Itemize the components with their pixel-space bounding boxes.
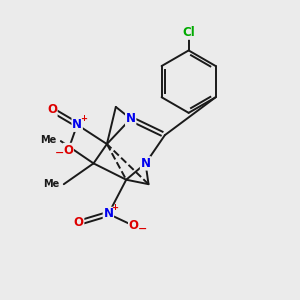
Text: Me: Me xyxy=(40,136,56,146)
Text: N: N xyxy=(103,207,113,220)
Text: N: N xyxy=(126,112,136,125)
Text: N: N xyxy=(72,118,82,131)
Text: O: O xyxy=(47,103,57,116)
Text: Me: Me xyxy=(43,178,59,189)
Text: O: O xyxy=(129,219,139,232)
Text: O: O xyxy=(63,143,73,157)
Text: +: + xyxy=(111,203,118,212)
Text: +: + xyxy=(80,114,87,123)
Text: −: − xyxy=(55,148,64,158)
Text: N: N xyxy=(140,157,151,170)
Text: −: − xyxy=(138,224,147,234)
Text: Cl: Cl xyxy=(182,26,195,39)
Text: O: O xyxy=(74,216,84,229)
